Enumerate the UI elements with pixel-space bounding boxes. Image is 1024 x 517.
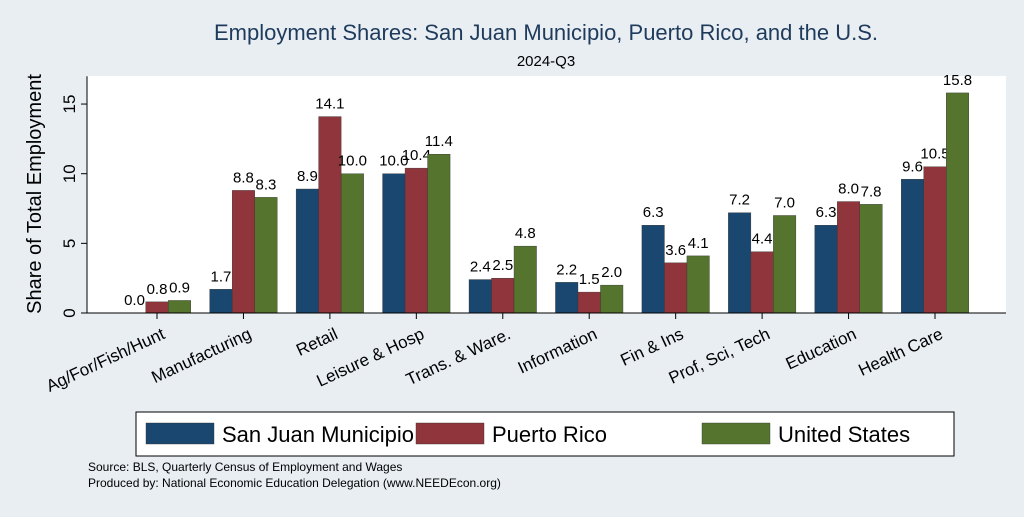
data-label-san-juan-municipio-education: 6.3 [816, 204, 837, 221]
bar-san-juan-municipio-retail [295, 188, 319, 314]
data-label-united-states-prof-sci-tech: 7.0 [774, 194, 795, 211]
x-tick-label-fin-ins: Fin & Ins [618, 324, 687, 370]
data-label-puerto-rico-ag-for-fish-hunt: 0.8 [147, 281, 168, 298]
bar-san-juan-municipio-fin-ins [641, 225, 665, 314]
bar-united-states-education [859, 204, 883, 314]
legend-label-san-juan-municipio: San Juan Municipio [222, 422, 414, 447]
data-label-united-states-education: 7.8 [861, 183, 882, 200]
y-tick-label-15: 15 [60, 95, 79, 114]
data-label-san-juan-municipio-health-care: 9.6 [902, 158, 923, 175]
data-label-puerto-rico-information: 1.5 [579, 271, 600, 288]
data-label-puerto-rico-prof-sci-tech: 4.4 [752, 231, 773, 248]
data-label-san-juan-municipio-fin-ins: 6.3 [643, 204, 664, 221]
y-axis-label: Share of Total Employment [24, 74, 46, 314]
legend-swatch-puerto-rico [415, 422, 485, 445]
bar-san-juan-municipio-education [814, 225, 838, 314]
x-tick-label-education: Education [783, 324, 860, 373]
legend-label-united-states: United States [778, 422, 910, 447]
data-label-san-juan-municipio-manufacturing: 1.7 [211, 268, 232, 285]
data-label-puerto-rico-trans-ware: 2.5 [492, 257, 513, 274]
data-label-united-states-health-care: 15.8 [943, 72, 972, 89]
x-tick-label-ag-for-fish-hunt: Ag/For/Fish/Hunt [43, 324, 168, 396]
bar-united-states-information [600, 284, 624, 314]
legend-swatch-san-juan-municipio [145, 422, 215, 445]
legend-swatch-united-states [701, 422, 771, 445]
data-label-san-juan-municipio-retail: 8.9 [297, 168, 318, 185]
produced-by-note: Produced by: National Economic Education… [88, 476, 501, 490]
data-label-puerto-rico-leisure-hosp: 10.4 [402, 147, 431, 164]
legend-box [135, 411, 955, 457]
bar-puerto-rico-fin-ins [664, 262, 688, 314]
bar-united-states-health-care [946, 92, 969, 314]
bar-puerto-rico-education [837, 201, 861, 314]
data-label-united-states-retail: 10.0 [338, 153, 367, 170]
data-label-united-states-leisure-hosp: 11.4 [425, 133, 453, 150]
bar-united-states-ag-for-fish-hunt [168, 300, 191, 314]
data-label-united-states-trans-ware: 4.8 [515, 225, 536, 242]
data-label-san-juan-municipio-leisure-hosp: 10.0 [379, 153, 408, 170]
bar-san-juan-municipio-leisure-hosp [382, 173, 406, 314]
bar-san-juan-municipio-health-care [901, 179, 924, 314]
bar-san-juan-municipio-information [555, 282, 579, 314]
x-tick-label-retail: Retail [293, 324, 340, 360]
bar-san-juan-municipio-manufacturing [209, 289, 233, 314]
bar-puerto-rico-retail [318, 116, 342, 314]
chart-title: Employment Shares: San Juan Municipio, P… [214, 20, 878, 45]
x-tick-label-manufacturing: Manufacturing [149, 324, 255, 387]
bar-united-states-prof-sci-tech [773, 215, 797, 314]
data-label-united-states-ag-for-fish-hunt: 0.9 [169, 279, 190, 296]
bar-puerto-rico-information [577, 291, 601, 314]
data-label-san-juan-municipio-ag-for-fish-hunt: 0.0 [124, 292, 145, 309]
bar-puerto-rico-prof-sci-tech [750, 251, 774, 314]
data-label-united-states-information: 2.0 [601, 264, 622, 281]
bar-united-states-leisure-hosp [427, 153, 451, 314]
legend: San Juan Municipio Puerto Rico United Stat… [135, 411, 955, 457]
x-tick-label-information: Information [515, 324, 600, 377]
bar-puerto-rico-leisure-hosp [404, 167, 428, 314]
bar-united-states-retail [340, 173, 364, 314]
data-label-puerto-rico-fin-ins: 3.6 [665, 242, 686, 259]
source-note: Source: BLS, Quarterly Census of Employm… [88, 460, 402, 474]
data-label-puerto-rico-health-care: 10.5 [920, 146, 949, 163]
y-tick-label-5: 5 [60, 239, 79, 248]
bar-san-juan-municipio-trans-ware [468, 279, 492, 314]
x-tick-label-health-care: Health Care [856, 324, 946, 380]
bar-united-states-fin-ins [686, 255, 710, 314]
data-label-united-states-manufacturing: 8.3 [256, 176, 277, 193]
bar-united-states-trans-ware [513, 245, 537, 314]
bar-puerto-rico-health-care [923, 166, 947, 314]
data-label-puerto-rico-retail: 14.1 [315, 96, 344, 113]
data-label-united-states-fin-ins: 4.1 [688, 235, 709, 252]
bars: 0.00.8 0.91.78.8 8.3 8.914.110.0 10.010.411.… [124, 72, 972, 314]
data-label-san-juan-municipio-trans-ware: 2.4 [470, 259, 491, 276]
legend-label-puerto-rico: Puerto Rico [492, 422, 607, 447]
bar-puerto-rico-manufacturing [231, 190, 255, 314]
y-tick-label-10: 10 [60, 164, 79, 183]
data-label-puerto-rico-education: 8.0 [838, 181, 859, 198]
bar-puerto-rico-trans-ware [491, 277, 515, 314]
y-tick-label-0: 0 [60, 308, 79, 317]
chart-subtitle: 2024-Q3 [517, 53, 575, 70]
bar-puerto-rico-ag-for-fish-hunt [145, 301, 169, 314]
bar-united-states-manufacturing [254, 197, 278, 314]
data-label-san-juan-municipio-information: 2.2 [556, 261, 577, 278]
data-label-puerto-rico-manufacturing: 8.8 [233, 169, 254, 186]
bar-san-juan-municipio-prof-sci-tech [728, 212, 752, 314]
data-label-san-juan-municipio-prof-sci-tech: 7.2 [729, 192, 750, 209]
